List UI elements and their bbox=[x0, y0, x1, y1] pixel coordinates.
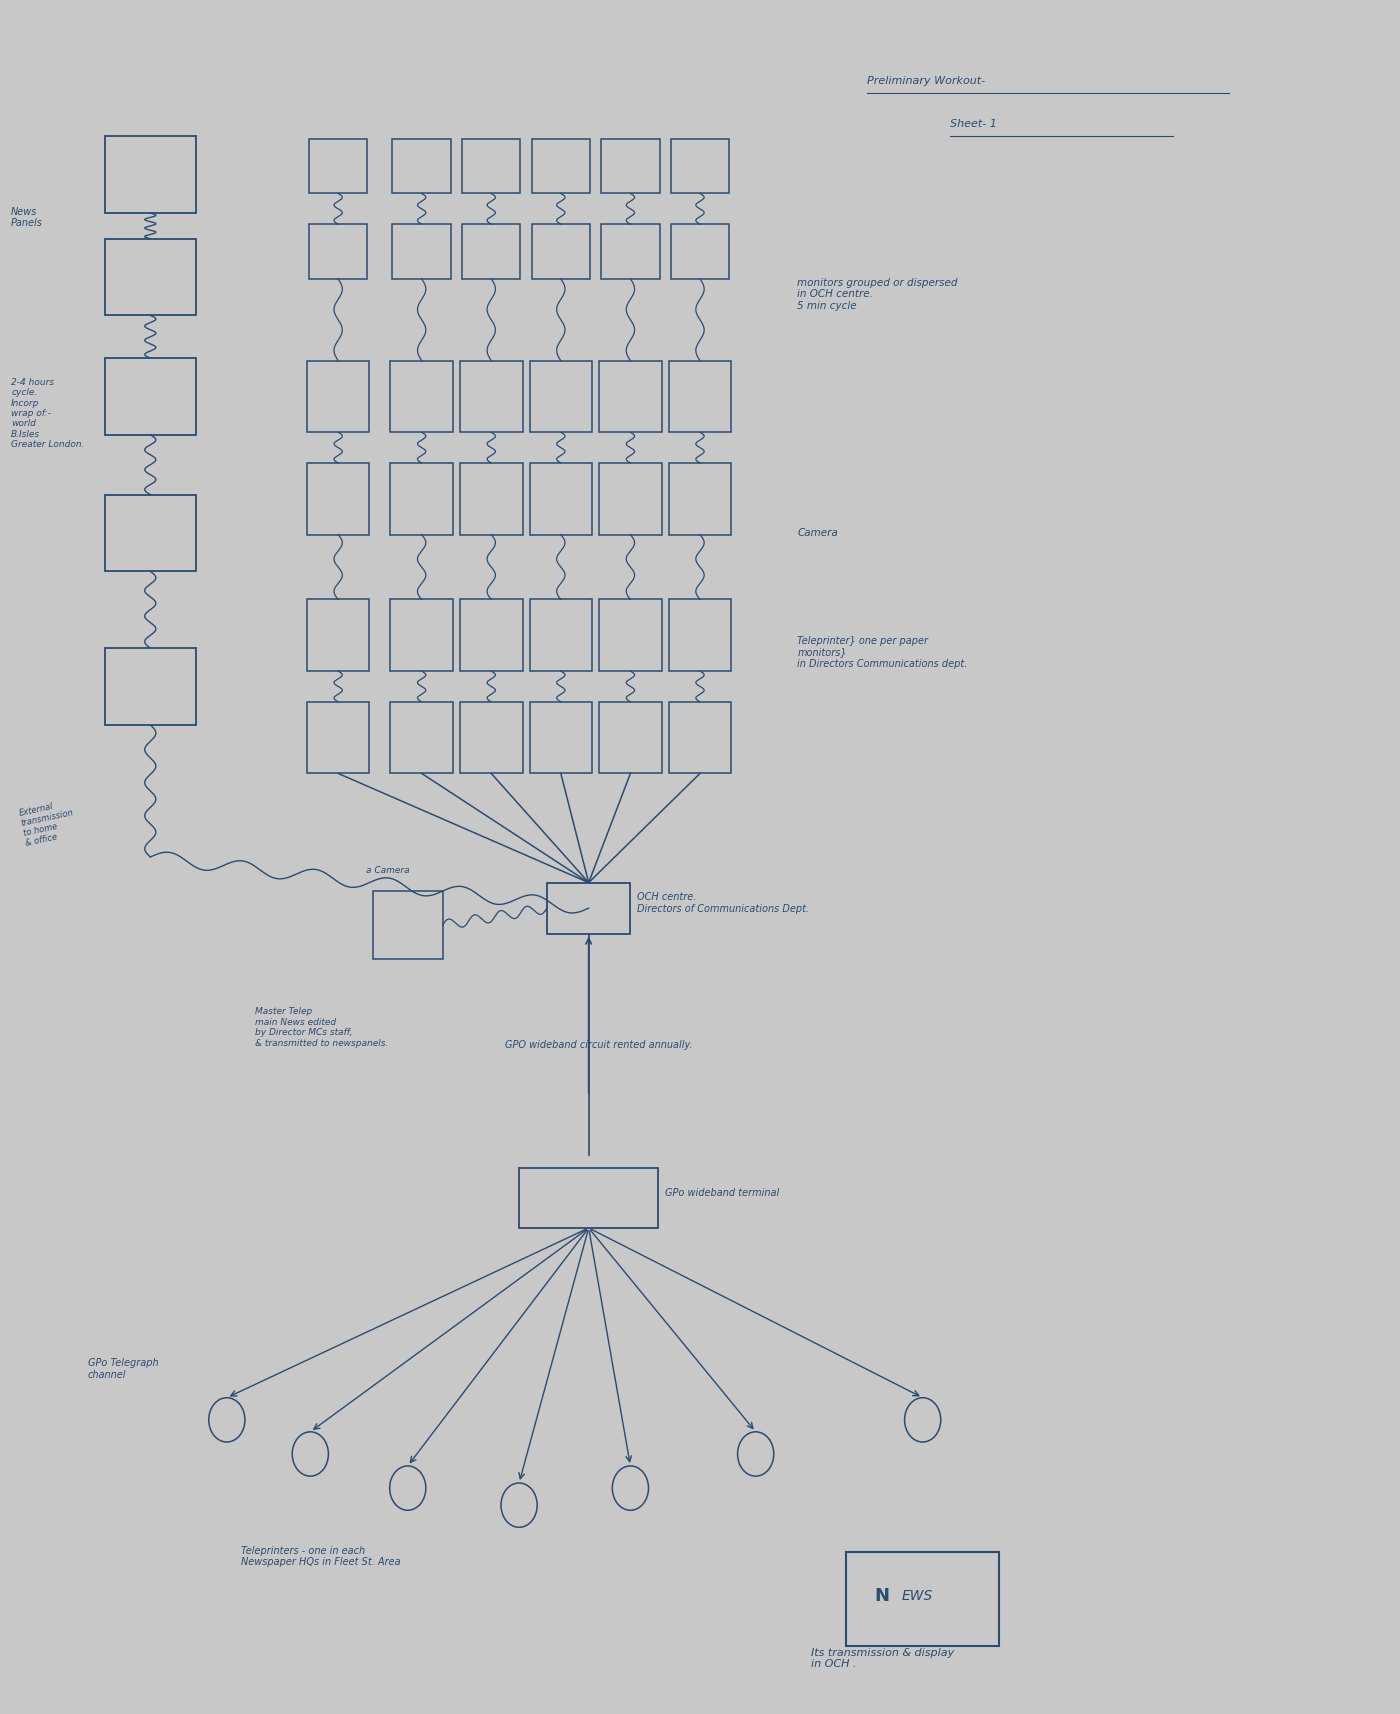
Bar bbox=[462, 225, 521, 279]
Text: GPo Telegraph
channel: GPo Telegraph channel bbox=[88, 1357, 158, 1380]
Bar bbox=[461, 360, 522, 432]
Bar bbox=[309, 139, 367, 194]
Bar bbox=[547, 883, 630, 934]
Text: GPO wideband circuit rented annually.: GPO wideband circuit rented annually. bbox=[505, 1040, 693, 1049]
Bar bbox=[669, 360, 731, 432]
Bar bbox=[601, 225, 659, 279]
Bar bbox=[391, 360, 454, 432]
Bar bbox=[392, 139, 451, 194]
Bar bbox=[392, 225, 451, 279]
Text: Camera: Camera bbox=[798, 528, 839, 538]
Text: 2-4 hours
cycle.
Incorp
wrap of:-
world
B.Isles
Greater London.: 2-4 hours cycle. Incorp wrap of:- world … bbox=[11, 377, 84, 449]
Text: Teleprinters - one in each
Newspaper HQs in Fleet St. Area: Teleprinters - one in each Newspaper HQs… bbox=[241, 1546, 400, 1567]
Text: EWS: EWS bbox=[902, 1589, 932, 1603]
Bar bbox=[105, 238, 196, 315]
Bar bbox=[461, 701, 522, 773]
Bar bbox=[599, 463, 662, 535]
Bar bbox=[529, 360, 592, 432]
Text: OCH centre.
Directors of Communications Dept.: OCH centre. Directors of Communications … bbox=[637, 893, 809, 914]
Bar bbox=[599, 360, 662, 432]
Bar bbox=[519, 1169, 658, 1227]
Text: Preliminary Workout-: Preliminary Workout- bbox=[867, 75, 986, 86]
Text: Teleprinter} one per paper
monitors}
in Directors Communications dept.: Teleprinter} one per paper monitors} in … bbox=[798, 636, 967, 668]
Text: GPo wideband terminal: GPo wideband terminal bbox=[665, 1188, 780, 1198]
Text: monitors grouped or dispersed
in OCH centre.
5 min cycle: monitors grouped or dispersed in OCH cen… bbox=[798, 278, 958, 310]
Bar bbox=[529, 701, 592, 773]
Text: a Camera: a Camera bbox=[365, 866, 410, 876]
Bar bbox=[599, 600, 662, 672]
Bar bbox=[309, 225, 367, 279]
Bar bbox=[105, 358, 196, 435]
Bar bbox=[105, 137, 196, 213]
Bar bbox=[529, 463, 592, 535]
Bar bbox=[307, 701, 370, 773]
Text: External
transmission
to home
& office: External transmission to home & office bbox=[18, 797, 78, 848]
Text: Master Telep
main News edited
by Director MCs staff,
& transmitted to newspanels: Master Telep main News edited by Directo… bbox=[255, 1008, 388, 1047]
Bar bbox=[846, 1553, 1000, 1645]
Bar bbox=[391, 463, 454, 535]
Bar bbox=[391, 701, 454, 773]
Bar bbox=[671, 139, 729, 194]
Bar bbox=[391, 600, 454, 672]
Text: Its transmission & display
in OCH .: Its transmission & display in OCH . bbox=[812, 1647, 955, 1669]
Text: Sheet- 1: Sheet- 1 bbox=[951, 118, 997, 129]
Bar bbox=[532, 225, 589, 279]
Bar bbox=[529, 600, 592, 672]
Bar bbox=[307, 463, 370, 535]
Text: News
Panels: News Panels bbox=[11, 207, 43, 228]
Bar bbox=[532, 139, 589, 194]
Bar bbox=[671, 225, 729, 279]
Bar bbox=[307, 360, 370, 432]
Bar bbox=[372, 891, 442, 960]
Bar bbox=[105, 495, 196, 571]
Text: N: N bbox=[874, 1587, 889, 1604]
Bar bbox=[669, 701, 731, 773]
Bar bbox=[599, 701, 662, 773]
Bar bbox=[307, 600, 370, 672]
Bar bbox=[461, 600, 522, 672]
Bar bbox=[669, 463, 731, 535]
Bar bbox=[461, 463, 522, 535]
Bar bbox=[669, 600, 731, 672]
Bar bbox=[105, 648, 196, 725]
Bar bbox=[462, 139, 521, 194]
Bar bbox=[601, 139, 659, 194]
